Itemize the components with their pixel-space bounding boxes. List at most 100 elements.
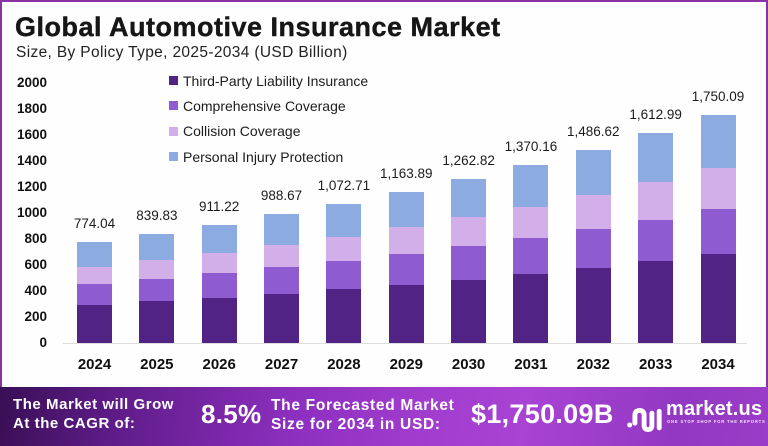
bar-2024-segment-1 (77, 283, 112, 305)
bar-2028-segment-3 (326, 203, 362, 237)
bar-total-label-2028: 1,072.71 (317, 177, 371, 193)
bar-2034-segment-1 (700, 208, 736, 255)
bar-2024-segment-0 (77, 304, 112, 343)
x-tick-label-2025: 2025 (140, 356, 174, 373)
x-tick-label-2033: 2033 (638, 356, 673, 373)
bar-2033 (638, 133, 674, 343)
bar-2025-segment-0 (139, 301, 175, 343)
cagr-label: The Market will Grow At the CAGR of: (13, 396, 174, 434)
page-subtitle: Size, By Policy Type, 2025-2034 (USD Bil… (16, 44, 348, 61)
bar-2032 (575, 149, 611, 343)
legend-swatch-icon (169, 76, 178, 86)
legend-label: Third-Party Liability Insurance (183, 72, 369, 89)
y-tick-label-1800: 1800 (16, 101, 47, 116)
bar-2027-segment-1 (264, 267, 300, 294)
bar-2029-segment-3 (388, 191, 424, 228)
bar-2031-segment-1 (513, 238, 549, 275)
bar-2034-segment-2 (700, 167, 736, 209)
x-tick-label-2031: 2031 (514, 356, 548, 373)
bar-2033-segment-1 (638, 219, 674, 262)
y-tick-label-1200: 1200 (16, 179, 47, 194)
y-tick-label-800: 800 (24, 231, 47, 246)
bar-2033-segment-2 (638, 181, 674, 220)
footer-banner: The Market will Grow At the CAGR of: 8.5… (0, 387, 768, 446)
bar-2028-segment-2 (326, 236, 362, 262)
bar-2028-segment-1 (326, 261, 362, 290)
legend-item-3: Personal Injury Protection (169, 144, 368, 169)
bar-2027-segment-2 (264, 245, 300, 268)
bar-2030-segment-1 (451, 246, 487, 280)
bar-2026-segment-3 (201, 224, 237, 253)
bar-2034-segment-3 (700, 115, 736, 168)
legend-item-1: Comprehensive Coverage (169, 93, 368, 118)
bar-2031 (513, 164, 549, 343)
bar-2032-segment-0 (575, 267, 611, 343)
legend-item-2: Collision Coverage (169, 119, 368, 144)
x-tick-label-2030: 2030 (451, 356, 486, 373)
bar-2030-segment-0 (451, 279, 487, 343)
bar-2027-segment-3 (264, 214, 300, 246)
bar-2034-segment-0 (700, 254, 736, 343)
x-tick-label-2029: 2029 (389, 356, 423, 373)
bar-2027 (264, 214, 300, 343)
bar-2031-segment-3 (513, 164, 549, 207)
legend-label: Comprehensive Coverage (183, 97, 346, 114)
bar-total-label-2027: 988.67 (260, 188, 303, 204)
bar-2025-segment-1 (139, 278, 175, 302)
forecast-label-line2: Size for 2034 in USD: (271, 415, 441, 433)
bar-total-label-2029: 1,163.89 (379, 165, 433, 181)
forecast-label: The Forecasted Market Size for 2034 in U… (271, 397, 455, 435)
bar-2030-segment-3 (451, 178, 487, 218)
bar-2032-segment-3 (575, 149, 611, 195)
legend-swatch-icon (169, 152, 178, 162)
bar-2029 (388, 191, 424, 343)
brand-name: market.us (666, 398, 763, 420)
bar-2033-segment-0 (638, 261, 674, 343)
brand-tagline: ONE STOP SHOP FOR THE REPORTS (667, 419, 766, 424)
x-tick-label-2026: 2026 (202, 356, 236, 373)
chart-legend: Third-Party Liability Insurance Comprehen… (169, 68, 368, 169)
bar-2031-segment-0 (513, 274, 549, 343)
bar-2034 (700, 115, 736, 343)
legend-label: Collision Coverage (183, 123, 301, 140)
bar-total-label-2024: 774.04 (73, 216, 116, 232)
y-tick-label-200: 200 (24, 309, 47, 324)
bar-2029-segment-2 (388, 227, 424, 255)
y-tick-label-1000: 1000 (16, 205, 47, 220)
y-tick-label-0: 0 (39, 335, 47, 350)
bar-2029-segment-0 (388, 284, 424, 343)
bar-2026 (201, 224, 237, 343)
bar-total-label-2032: 1,486.62 (567, 123, 620, 139)
bar-2024-segment-3 (77, 242, 112, 267)
legend-swatch-icon (169, 101, 178, 111)
bar-2030 (451, 178, 487, 343)
bar-2025-segment-2 (139, 260, 175, 279)
bar-2027-segment-0 (264, 293, 300, 343)
bar-2033-segment-3 (638, 133, 674, 182)
bar-2028-segment-0 (326, 289, 362, 343)
forecast-label-line1: The Forecasted Market (271, 397, 455, 414)
bar-2032-segment-2 (575, 194, 611, 230)
forecast-value: $1,750.09B (471, 399, 614, 429)
x-tick-label-2034: 2034 (701, 356, 735, 373)
bar-total-label-2034: 1,750.09 (691, 89, 745, 105)
bar-2026-segment-1 (201, 273, 237, 298)
bar-2024-segment-2 (77, 266, 112, 284)
bar-total-label-2031: 1,370.16 (504, 138, 558, 154)
x-tick-label-2032: 2032 (576, 356, 610, 373)
bar-2032-segment-1 (575, 229, 611, 268)
bar-total-label-2030: 1,262.82 (442, 152, 495, 168)
cagr-label-line1: The Market will Grow (13, 396, 175, 413)
x-tick-label-2027: 2027 (264, 356, 299, 373)
bar-2028 (326, 203, 362, 343)
bar-2026-segment-2 (201, 253, 237, 274)
x-axis-line (63, 343, 747, 344)
bar-2025 (139, 233, 175, 343)
y-tick-label-400: 400 (24, 283, 47, 298)
legend-label: Personal Injury Protection (183, 148, 344, 165)
cagr-value: 8.5% (201, 399, 262, 429)
y-tick-label-600: 600 (24, 257, 47, 272)
bar-2029-segment-1 (388, 254, 424, 285)
bar-total-label-2026: 911.22 (199, 198, 240, 214)
